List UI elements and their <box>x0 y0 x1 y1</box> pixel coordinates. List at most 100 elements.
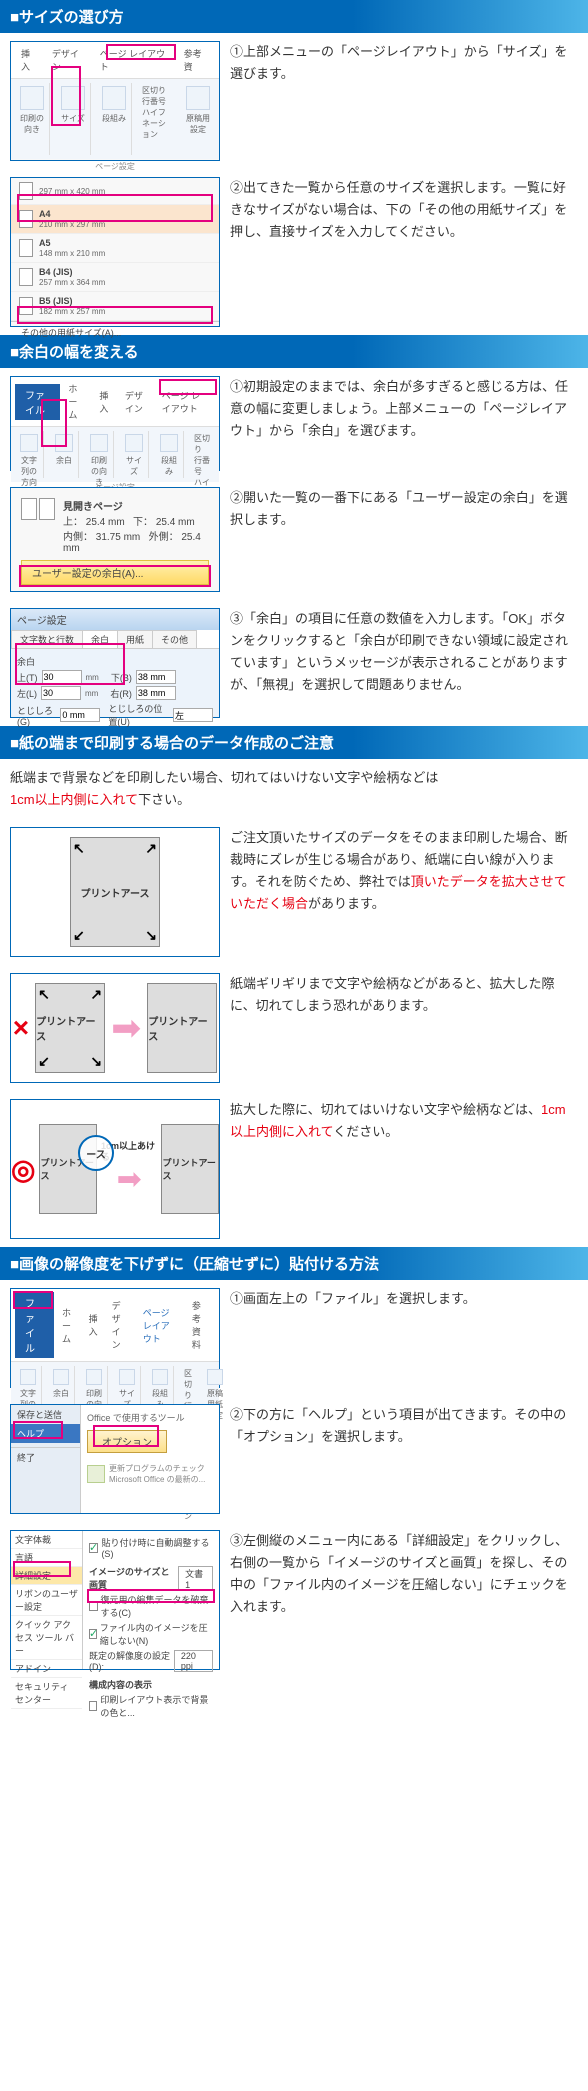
thumb-detail-settings: 文字体裁 言語 詳細設定 リボンのユーザー設定 クイック アクセス ツール バー… <box>10 1530 220 1670</box>
s3-3a: 拡大した際に、切れてはいけない文字や絵柄などは、 <box>230 1102 541 1117</box>
row-s1-1: 挿入 デザイン ページ レイアウト 参考資 印刷の向き サイズ 段組み 区切り … <box>0 33 588 169</box>
ribbon-group-right: 原稿用設定 <box>181 83 215 155</box>
intro-s3-3: 下さい。 <box>138 792 190 807</box>
label-a5: A5 <box>39 238 51 248</box>
page-label-1: プリントアース <box>81 885 150 900</box>
highlight-size-button <box>51 66 81 126</box>
dlg-title: ページ設定 <box>11 609 219 630</box>
page-label-2a: プリントアース <box>36 1013 104 1043</box>
sp-iv: 31.75 mm <box>96 532 140 543</box>
tab-home3: ホーム <box>56 1304 81 1347</box>
highlight-help <box>13 1421 63 1439</box>
arrow-icon-2: ➡ <box>117 1162 142 1197</box>
thumb-file-tab: ファイル ホーム 挿入 デザイン ページ レイアウト 参考資料 文字列の方向 余… <box>10 1288 220 1388</box>
intro-s3-1: 紙端まで背景などを印刷したい場合、切れてはいけない文字や絵柄などは <box>10 770 438 785</box>
desc-s2-3: ③「余白」の項目に任意の数値を入力します。「OK」ボタンをクリックすると「余白が… <box>230 608 578 696</box>
size-item-b4: B4 (JIS)257 mm x 364 mm <box>11 263 219 292</box>
ribbon-group-columns: 段組み <box>97 83 132 155</box>
desc-s2-2: ②開いた一覧の一番下にある「ユーザー設定の余白」を選択します。 <box>230 487 578 531</box>
row-s4-1: ファイル ホーム 挿入 デザイン ページ レイアウト 参考資料 文字列の方向 余… <box>0 1280 588 1396</box>
row-s1-2: 297 mm x 420 mm A4210 mm x 297 mm A5148 … <box>0 169 588 335</box>
r1-label: 貼り付け時に自動調整する(S) <box>101 1536 213 1559</box>
dim-a5: 148 mm x 210 mm <box>39 249 105 258</box>
dlg-b-input[interactable] <box>136 670 176 684</box>
sp-b: 下： <box>133 517 153 528</box>
zoom-circle: ース <box>78 1135 114 1171</box>
ribbon-group-orientation: 印刷の向き <box>15 83 50 155</box>
dlg-r-input[interactable] <box>136 686 176 700</box>
chk-r5: 既定の解像度の設定(D): 220 ppi <box>89 1648 213 1673</box>
dlg-gp-input[interactable] <box>173 708 213 722</box>
update-row: 更新プログラムのチェックMicrosoft Office の最新の... <box>87 1463 213 1485</box>
row-s2-3: ページ設定 文字数と行数 余白 用紙 その他 余白 上(T)mm 下(B) 左(… <box>0 600 588 726</box>
sp-o: 外側： <box>149 532 179 543</box>
unit2: mm <box>85 689 98 698</box>
label-orientation: 印刷の向き <box>19 113 45 135</box>
dl-5: アドイン <box>11 1660 82 1678</box>
r5l-label: 既定の解像度の設定(D): <box>89 1649 171 1672</box>
r4-label: ファイル内のイメージを圧縮しない(N) <box>100 1621 213 1647</box>
spread-title: 見開きページ <box>63 502 123 513</box>
highlight-pagelayout-tab <box>106 44 176 60</box>
arrow-icon-1: ➡ <box>111 1007 141 1049</box>
label-hyphen: ハイフネーション <box>142 107 171 140</box>
rb-orient: 印刷の向き <box>85 431 114 478</box>
label-lineno: 行番号 <box>142 96 171 107</box>
rb-opts2: 区切り 行番号 ハイフネーション <box>190 431 215 478</box>
highlight-no-compress <box>87 1589 215 1603</box>
section-header-size: ■サイズの選び方 <box>0 0 588 33</box>
r7-label: 印刷レイアウト表示で背景の色と... <box>100 1693 213 1719</box>
office-tools-label: Office で使用するツール <box>87 1411 213 1424</box>
side-exit: 終了 <box>11 1447 80 1467</box>
thumb-print2: × プリントアース ↖ ↗ ↙ ↘ ➡ プリントアース <box>10 973 220 1083</box>
highlight-a4 <box>17 194 213 222</box>
sp-tv: 25.4 mm <box>86 517 125 528</box>
dl-3: リボンのユーザー設定 <box>11 1585 82 1616</box>
s3-1c: があります。 <box>308 896 385 911</box>
label-break: 区切り <box>142 85 171 96</box>
label-b5: B5 (JIS) <box>39 296 73 306</box>
r2d-label: 文書 1 <box>178 1566 213 1591</box>
label-size2: サイズ <box>124 455 144 477</box>
row-s3-3: ◎ プリントアース ース 1cm以上あける ➡ プリントアース 拡大した際に、切… <box>0 1091 588 1247</box>
size-item-a5: A5148 mm x 210 mm <box>11 234 219 263</box>
row-s4-2: 保存と送信 ヘルプ 終了 Office で使用するツール オプション 更新プログ… <box>0 1396 588 1522</box>
dlg-g-input[interactable] <box>60 708 100 722</box>
r2h-label: イメージのサイズと画質 <box>89 1565 170 1591</box>
dl-6: セキュリティ センター <box>11 1678 82 1709</box>
desc-s3-2: 紙端ギリギリまで文字や絵柄などがあると、拡大した際に、切れてしまう恐れがあります… <box>230 973 578 1017</box>
page-label-2b: プリントアース <box>148 1013 216 1043</box>
highlight-file-tab <box>13 1291 53 1309</box>
highlight-pagelayout2 <box>159 379 217 395</box>
tab-design2: デザイン <box>119 387 154 417</box>
o-mark-icon: ◎ <box>11 1153 35 1186</box>
dlg-r: 右(R) <box>110 687 132 700</box>
highlight-user-margin <box>19 565 211 587</box>
highlight-option <box>93 1425 159 1447</box>
tab-insert3: 挿入 <box>83 1310 104 1340</box>
row-s4-3: 文字体裁 言語 詳細設定 リボンのユーザー設定 クイック アクセス ツール バー… <box>0 1522 588 1678</box>
desc-s4-2: ②下の方に「ヘルプ」という項目が出てきます。その中の「オプション」を選択します。 <box>230 1404 578 1448</box>
highlight-other-size <box>17 306 213 324</box>
dlg-l-input[interactable] <box>41 686 81 700</box>
desc-s3-1: ご注文頂いたサイズのデータをそのまま印刷した場合、断裁時にズレが生じる場合があり… <box>230 827 578 915</box>
rb-size2: サイズ <box>120 431 149 478</box>
label-lineno2: 行番号 <box>194 455 211 477</box>
chk-r4: ファイル内のイメージを圧縮しない(N) <box>89 1620 213 1648</box>
label-cols2: 段組み <box>159 455 179 477</box>
size-other: その他の用紙サイズ(A)... <box>11 321 219 343</box>
desc-s1-1: ①上部メニューの「ページレイアウト」から「サイズ」を選びます。 <box>230 41 578 85</box>
ms-label: Microsoft Office の最新の... <box>109 1474 205 1485</box>
page-label-3b: プリントアース <box>162 1156 218 1182</box>
rb3-o0: 区切り <box>184 1368 192 1401</box>
thumb-ribbon-margin: ファイル ホーム 挿入 デザイン ページ レイアウト 文字列の方向 余白 印刷の… <box>10 376 220 471</box>
thumb-help-option: 保存と送信 ヘルプ 終了 Office で使用するツール オプション 更新プログ… <box>10 1404 220 1514</box>
thumb-size-dropdown: 297 mm x 420 mm A4210 mm x 297 mm A5148 … <box>10 177 220 327</box>
tab-pagelayout3: ページ レイアウト <box>137 1304 184 1347</box>
highlight-margin-btn <box>41 399 67 447</box>
r5v-label: 220 ppi <box>174 1650 213 1672</box>
tab-insert2: 挿入 <box>93 387 116 417</box>
tab-insert: 挿入 <box>15 45 44 75</box>
rb-cols2: 段組み <box>155 431 184 478</box>
dlg-tab-3: その他 <box>152 630 197 648</box>
